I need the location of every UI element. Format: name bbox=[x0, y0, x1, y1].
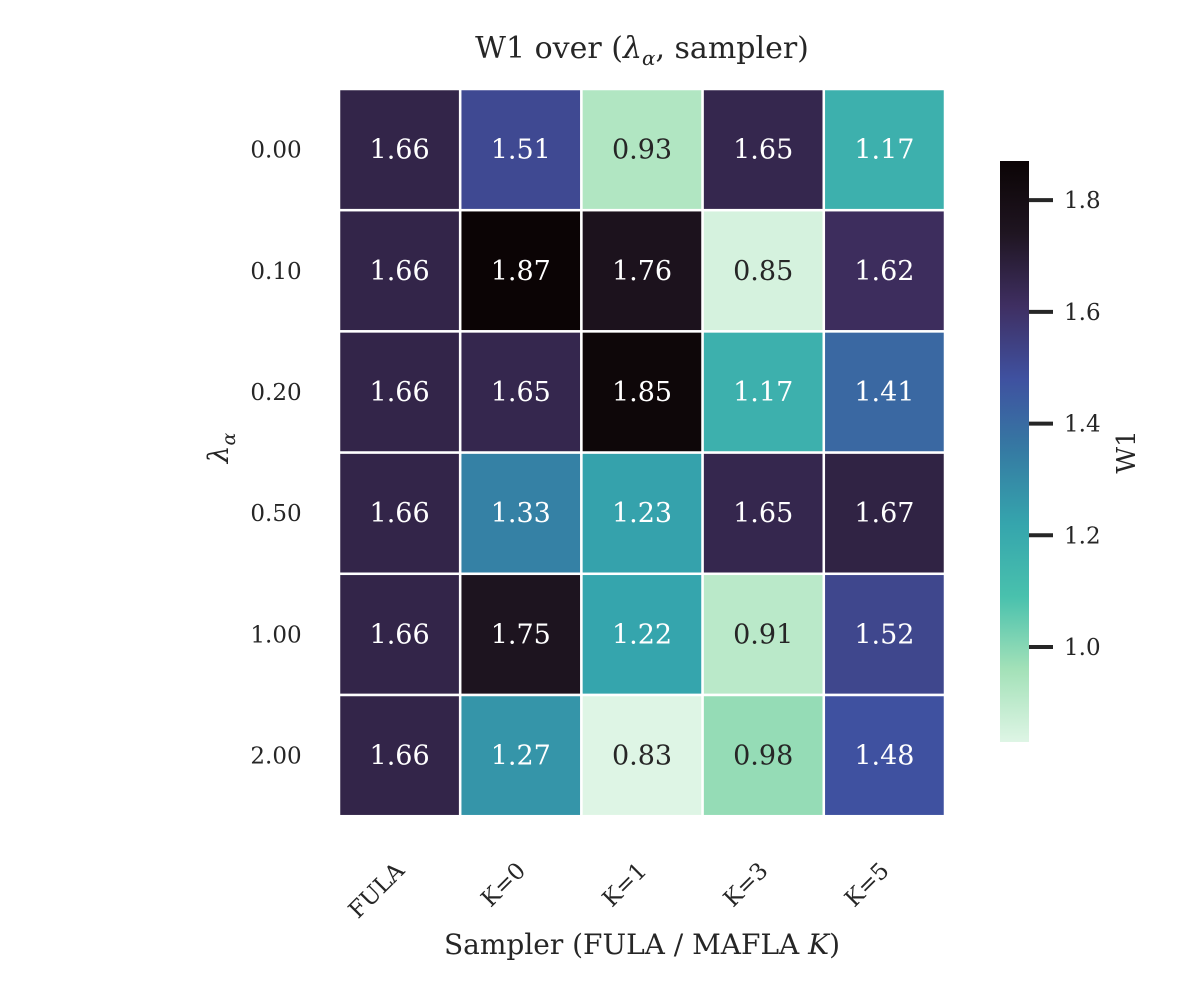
cell-value-label: 1.87 bbox=[491, 256, 551, 287]
chart-title: W1 over (λα, sampler) bbox=[475, 31, 809, 70]
heatmap-cell bbox=[701, 330, 826, 454]
colorbar-tick-label: 1.2 bbox=[1064, 523, 1101, 549]
heatmap-cell bbox=[580, 87, 704, 212]
x-tick-label: K=3 bbox=[719, 858, 774, 913]
heatmap-cell bbox=[580, 693, 704, 818]
y-axis-tick-labels: 0.00 0.10 0.20 0.50 1.00 2.00 bbox=[250, 138, 301, 770]
cell-value-label: 1.66 bbox=[370, 377, 430, 408]
heatmap-cell bbox=[458, 87, 583, 212]
heatmap-cell bbox=[458, 572, 583, 697]
heatmap-cell bbox=[822, 208, 947, 333]
cell-value-label: 1.76 bbox=[612, 256, 672, 287]
heatmap-cell-labels: 1.66 1.51 0.93 1.65 1.17 1.66 1.87 1.76 0.85 1.62… bbox=[370, 135, 915, 772]
heatmap-cell bbox=[701, 451, 826, 576]
colorbar-ticks: 1.0 1.2 1.4 1.6 1.8 bbox=[1029, 188, 1101, 661]
y-tick-label: 0.20 bbox=[250, 380, 301, 406]
cell-value-label: 1.66 bbox=[370, 256, 430, 287]
cell-value-label: 1.85 bbox=[612, 377, 672, 408]
x-axis-tick-labels: FULA K=0 K=1 K=3 K=5 bbox=[344, 858, 895, 924]
cell-value-label: 0.85 bbox=[733, 256, 793, 287]
cell-value-label: 1.17 bbox=[854, 135, 914, 166]
cell-value-label: 1.41 bbox=[854, 377, 914, 408]
y-tick-label: 0.00 bbox=[250, 138, 301, 164]
cell-value-label: 0.98 bbox=[733, 741, 793, 772]
cell-value-label: 0.91 bbox=[733, 619, 793, 650]
cell-value-label: 1.66 bbox=[370, 498, 430, 529]
cell-value-label: 1.67 bbox=[854, 498, 914, 529]
heatmap-cell bbox=[822, 451, 947, 576]
y-tick-label: 0.10 bbox=[250, 259, 301, 285]
cell-value-label: 1.52 bbox=[854, 619, 914, 650]
heatmap-cell bbox=[458, 330, 583, 454]
cell-value-label: 1.66 bbox=[370, 741, 430, 772]
heatmap-cell bbox=[458, 693, 583, 818]
cell-value-label: 1.27 bbox=[491, 741, 551, 772]
cell-value-label: 1.62 bbox=[854, 256, 914, 287]
colorbar-tick-label: 1.4 bbox=[1064, 412, 1101, 438]
y-tick-label: 2.00 bbox=[250, 744, 301, 770]
cell-value-label: 1.33 bbox=[491, 498, 551, 529]
cell-value-label: 1.65 bbox=[733, 135, 793, 166]
cell-value-label: 1.17 bbox=[733, 377, 793, 408]
heatmap-cell bbox=[337, 572, 462, 697]
heatmap-cell bbox=[337, 451, 462, 576]
y-tick-label: 1.00 bbox=[250, 622, 301, 648]
cell-value-label: 1.65 bbox=[491, 377, 551, 408]
x-axis-label: Sampler (FULA / MAFLA K) bbox=[444, 928, 840, 961]
cell-value-label: 1.22 bbox=[612, 619, 672, 650]
heatmap-cell bbox=[580, 208, 704, 333]
heatmap-cell bbox=[580, 572, 704, 697]
cell-value-label: 1.66 bbox=[370, 619, 430, 650]
cell-value-label: 0.93 bbox=[612, 135, 672, 166]
x-tick-label: K=0 bbox=[477, 858, 532, 913]
y-tick-label: 0.50 bbox=[250, 501, 301, 527]
cell-value-label: 0.83 bbox=[612, 741, 672, 772]
x-tick-label: K=5 bbox=[840, 858, 895, 913]
colorbar-tick-label: 1.6 bbox=[1064, 300, 1101, 326]
cell-value-label: 1.23 bbox=[612, 498, 672, 529]
cell-value-label: 1.51 bbox=[491, 135, 551, 166]
cell-value-label: 1.75 bbox=[491, 619, 551, 650]
colorbar-label: W1 bbox=[1112, 430, 1142, 473]
cell-value-label: 1.66 bbox=[370, 135, 430, 166]
x-tick-label: K=1 bbox=[598, 858, 653, 913]
heatmap-cell bbox=[458, 451, 583, 576]
heatmap-cell bbox=[822, 693, 947, 818]
heatmap-cell bbox=[337, 208, 462, 333]
cell-value-label: 1.65 bbox=[733, 498, 793, 529]
heatmap-cells bbox=[337, 87, 947, 818]
cell-value-label: 1.48 bbox=[854, 741, 914, 772]
colorbar-tick-label: 1.0 bbox=[1064, 635, 1101, 661]
colorbar bbox=[1000, 161, 1029, 742]
heatmap-cell bbox=[701, 693, 826, 818]
heatmap-cell bbox=[580, 451, 704, 576]
colorbar-tick-label: 1.8 bbox=[1064, 188, 1101, 214]
y-axis-label: λα bbox=[202, 433, 240, 465]
heatmap-cell bbox=[337, 87, 462, 212]
x-tick-label: FULA bbox=[344, 858, 410, 924]
